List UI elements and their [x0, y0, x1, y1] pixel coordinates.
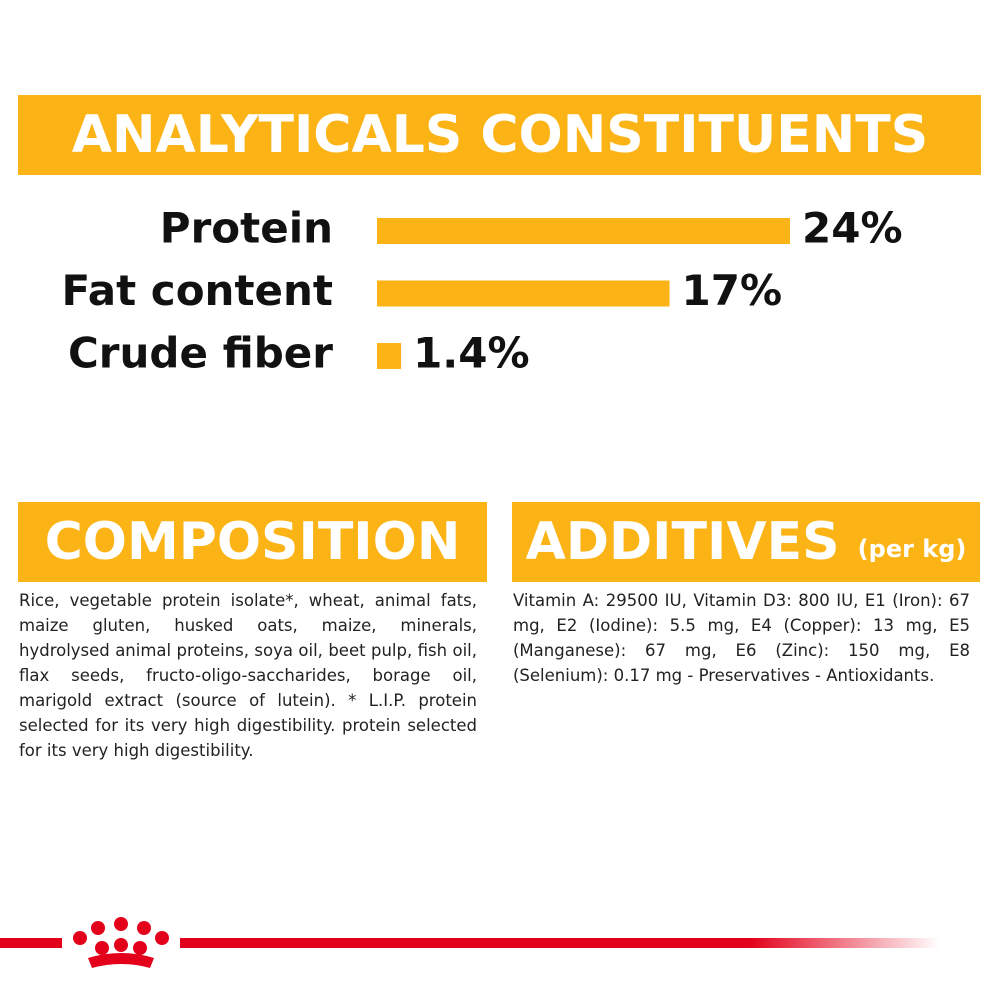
red-line: [180, 938, 940, 948]
category-label: Fat content: [62, 266, 333, 315]
bar: [377, 280, 670, 307]
value-label: 1.4%: [413, 329, 529, 378]
bar: [377, 343, 402, 369]
bar: [377, 218, 790, 244]
additives-banner: ADDITIVES (per kg): [512, 502, 980, 582]
additives-unit: (per kg): [857, 535, 967, 563]
additives-text: Vitamin A: 29500 IU, Vitamin D3: 800 IU,…: [513, 591, 970, 685]
composition-text: Rice, vegetable protein isolate*, wheat,…: [19, 591, 477, 760]
additives-title: ADDITIVES: [525, 512, 840, 572]
red-line: [0, 938, 62, 948]
category-label: Protein: [160, 204, 333, 253]
category-label: Crude fiber: [68, 329, 333, 378]
crown-logo: [73, 917, 169, 968]
title-banner: [18, 95, 981, 175]
composition-banner: COMPOSITION: [18, 502, 487, 582]
composition-title: COMPOSITION: [44, 512, 461, 572]
chart-title: ANALYTICALS CONSTITUENTS: [72, 105, 928, 165]
value-label: 24%: [802, 204, 903, 253]
value-label: 17%: [682, 266, 783, 315]
